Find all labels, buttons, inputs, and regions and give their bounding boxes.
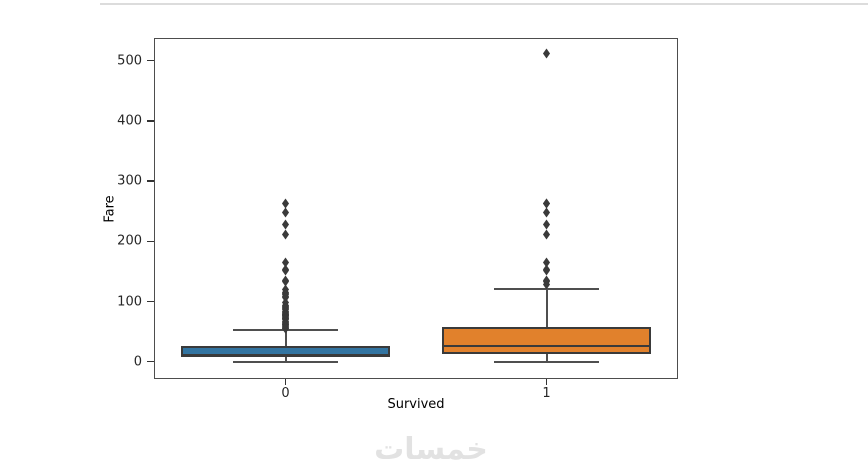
y-tick-mark xyxy=(147,360,154,363)
whisker-cap-lower xyxy=(233,360,338,363)
x-tick-mark xyxy=(545,379,548,385)
outlier-point xyxy=(281,207,290,218)
x-tick-label: 0 xyxy=(281,386,290,401)
median-line xyxy=(181,354,390,357)
x-axis-label: Survived xyxy=(387,397,445,412)
y-tick-label: 100 xyxy=(117,294,142,310)
whisker-cap-upper xyxy=(494,288,599,291)
plot-area: 0 100 200 300 400 500 0 1 xyxy=(117,38,678,400)
x-tick-mark xyxy=(284,379,287,385)
whisker-cap-lower xyxy=(494,360,599,363)
y-tick-mark xyxy=(147,59,154,62)
y-tick-label: 500 xyxy=(117,53,142,69)
outlier-point xyxy=(542,265,551,276)
x-tick-label: 1 xyxy=(542,386,551,401)
whisker-line-upper xyxy=(545,289,548,328)
box-survived-1 xyxy=(442,327,651,355)
y-tick-mark xyxy=(147,120,154,122)
whisker-line-upper xyxy=(284,330,287,347)
outlier-point xyxy=(542,229,551,240)
y-tick-label: 0 xyxy=(133,354,142,370)
y-axis-label: Fare xyxy=(102,195,118,223)
outlier-point xyxy=(281,219,290,230)
outlier-point xyxy=(542,207,551,218)
median-line xyxy=(442,345,651,348)
y-tick-mark xyxy=(147,240,154,243)
y-tick-label: 400 xyxy=(117,113,142,129)
y-tick-mark xyxy=(147,180,154,182)
whisker-line-lower xyxy=(284,356,287,362)
outlier-point xyxy=(281,265,290,276)
y-tick-mark xyxy=(147,300,154,303)
whisker-line-lower xyxy=(545,354,548,362)
outlier-point xyxy=(281,229,290,240)
top-border-line xyxy=(100,3,868,5)
khamsat-watermark: خمسات xyxy=(374,432,488,467)
y-tick-label: 300 xyxy=(117,173,142,189)
outlier-point xyxy=(542,48,551,59)
y-tick-label: 200 xyxy=(117,233,142,249)
outlier-point xyxy=(542,219,551,230)
